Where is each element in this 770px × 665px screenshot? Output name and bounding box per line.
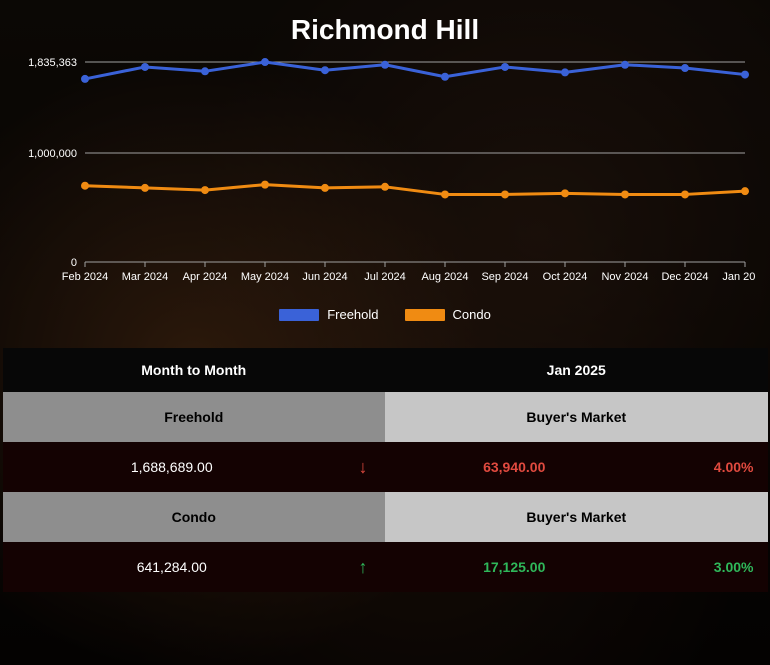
- svg-text:Jul 2024: Jul 2024: [364, 271, 406, 283]
- svg-text:1,835,363: 1,835,363: [28, 57, 77, 69]
- stats-header-row: Month to Month Jan 2025: [3, 348, 768, 392]
- condo-percent: 3.00%: [644, 559, 768, 575]
- stats-market-freehold: Buyer's Market: [385, 392, 768, 442]
- stats-band-freehold: Freehold Buyer's Market: [3, 392, 768, 442]
- legend-swatch-condo: [405, 309, 445, 321]
- svg-text:Apr 2024: Apr 2024: [183, 271, 228, 283]
- svg-text:Dec 2024: Dec 2024: [661, 271, 708, 283]
- freehold-delta: 63,940.00: [385, 459, 644, 475]
- svg-text:Sep 2024: Sep 2024: [481, 271, 528, 283]
- svg-text:May 2024: May 2024: [241, 271, 289, 283]
- stats-type-condo: Condo: [3, 492, 386, 542]
- stats-market-condo: Buyer's Market: [385, 492, 768, 542]
- legend-swatch-freehold: [279, 309, 319, 321]
- page-title: Richmond Hill: [0, 0, 770, 52]
- price-chart-svg: 0 1,000,000 1,835,363 Feb 2024 Mar 2024 Apr 2…: [15, 52, 755, 298]
- svg-text:Feb 2024: Feb 2024: [62, 271, 108, 283]
- stats-values-freehold: 1,688,689.00 ↓ 63,940.00 4.00%: [3, 442, 768, 492]
- legend-item-freehold: Freehold: [279, 307, 378, 322]
- freehold-percent: 4.00%: [644, 459, 768, 475]
- svg-text:Mar 2024: Mar 2024: [122, 271, 168, 283]
- freehold-price: 1,688,689.00: [3, 459, 342, 475]
- chart-legend: Freehold Condo: [0, 303, 770, 322]
- svg-text:Jan 2025: Jan 2025: [722, 271, 755, 283]
- legend-label-condo: Condo: [453, 307, 491, 322]
- stats-type-freehold: Freehold: [3, 392, 386, 442]
- stats-header-right: Jan 2025: [385, 348, 768, 392]
- arrow-up-icon: ↑: [341, 557, 385, 578]
- stats-table: Month to Month Jan 2025 Freehold Buyer's…: [3, 348, 768, 592]
- stats-values-condo: 641,284.00 ↑ 17,125.00 3.00%: [3, 542, 768, 592]
- svg-text:Oct 2024: Oct 2024: [543, 271, 588, 283]
- condo-price: 641,284.00: [3, 559, 342, 575]
- price-chart: 0 1,000,000 1,835,363 Feb 2024 Mar 2024 Apr 2…: [15, 52, 755, 303]
- arrow-down-icon: ↓: [341, 457, 385, 478]
- svg-text:Nov 2024: Nov 2024: [601, 271, 648, 283]
- svg-text:Aug 2024: Aug 2024: [421, 271, 468, 283]
- svg-text:Jun 2024: Jun 2024: [302, 271, 347, 283]
- legend-item-condo: Condo: [405, 307, 491, 322]
- svg-text:1,000,000: 1,000,000: [28, 148, 77, 160]
- svg-text:0: 0: [71, 257, 77, 269]
- legend-label-freehold: Freehold: [327, 307, 378, 322]
- stats-header-left: Month to Month: [3, 348, 386, 392]
- stats-band-condo: Condo Buyer's Market: [3, 492, 768, 542]
- condo-delta: 17,125.00: [385, 559, 644, 575]
